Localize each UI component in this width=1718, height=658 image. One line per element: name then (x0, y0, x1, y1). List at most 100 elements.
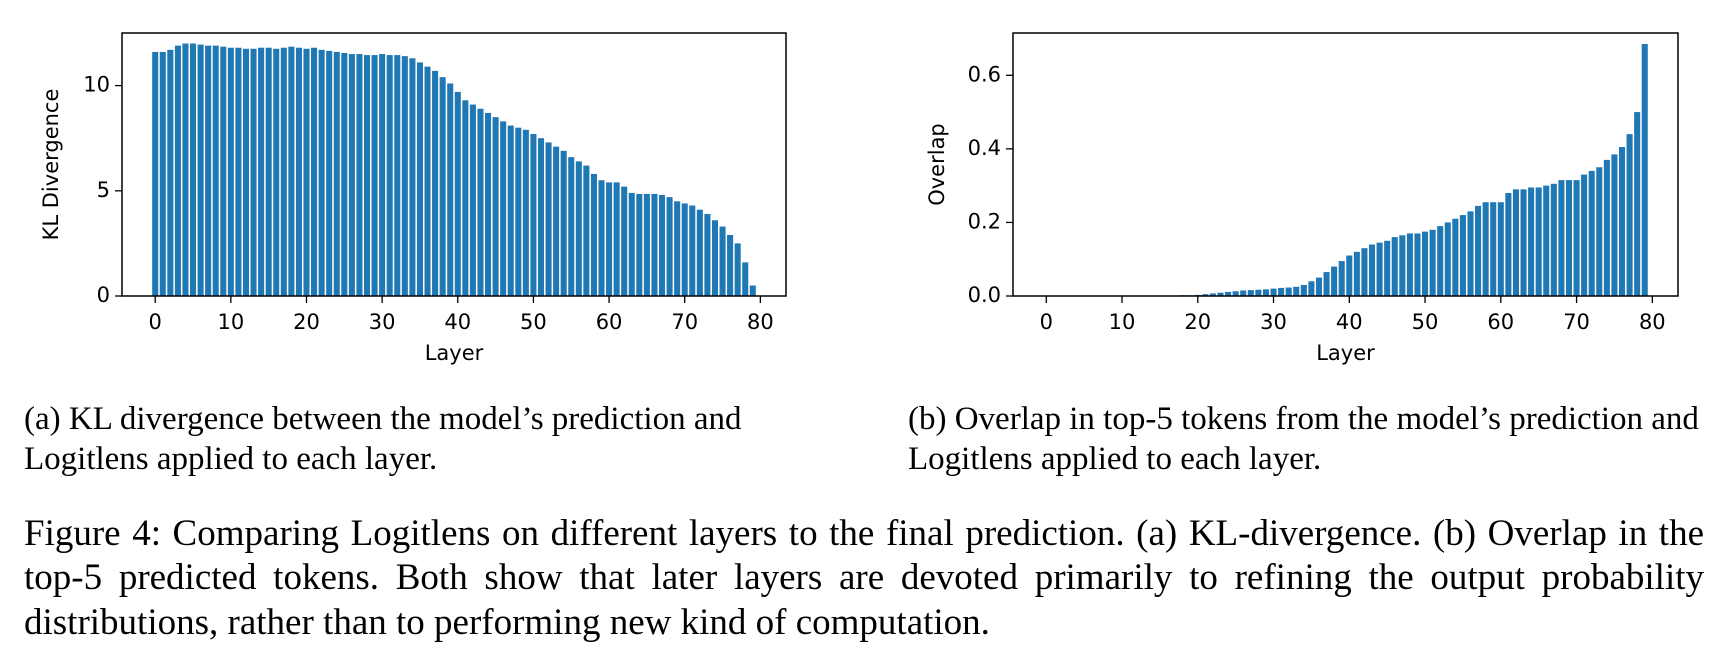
bar (1353, 251, 1360, 296)
bar (1217, 292, 1224, 296)
bar (242, 48, 250, 296)
bar (613, 182, 620, 296)
bar (1558, 180, 1565, 296)
bar (1247, 290, 1254, 296)
bar (1444, 222, 1451, 296)
bar (1581, 174, 1588, 296)
x-tick-label: 50 (520, 310, 547, 334)
bar (696, 209, 703, 296)
bar (167, 49, 174, 296)
bar (379, 54, 386, 296)
y-axis-label: KL Divergence (39, 89, 63, 241)
bar (1293, 286, 1300, 296)
bar (1634, 112, 1641, 296)
bar (371, 55, 378, 297)
bar (711, 220, 718, 296)
bar (485, 112, 492, 297)
bar (674, 201, 681, 296)
bar (507, 125, 514, 297)
bar (1543, 185, 1550, 296)
y-tick-label: 0.6 (968, 62, 1001, 86)
bar (159, 51, 166, 296)
bar (1565, 180, 1573, 296)
x-tick-label: 0 (1040, 310, 1053, 334)
bar (416, 62, 423, 297)
bar (341, 52, 348, 296)
x-tick-label: 60 (1487, 310, 1514, 334)
bar (258, 47, 265, 297)
bar (1475, 205, 1482, 296)
x-tick-label: 70 (671, 310, 698, 334)
x-tick-label: 30 (369, 310, 396, 334)
bar (1338, 261, 1345, 296)
bar (439, 77, 446, 297)
y-tick-label: 10 (83, 73, 110, 97)
bar (1308, 281, 1315, 296)
bar (1270, 288, 1277, 296)
bar (742, 262, 749, 296)
x-tick-label: 40 (1336, 310, 1363, 334)
bar (1255, 289, 1262, 296)
x-tick-label: 40 (444, 310, 471, 334)
bar (689, 205, 696, 296)
bar (1497, 202, 1504, 296)
bar (220, 46, 227, 297)
bar (386, 55, 393, 297)
bar (734, 243, 741, 296)
bar (318, 49, 325, 296)
bar (1315, 277, 1323, 296)
bar (1535, 187, 1542, 296)
bar (583, 165, 590, 296)
bar (537, 138, 545, 296)
bar (235, 47, 242, 297)
y-axis-label: Overlap (925, 123, 949, 206)
bar (1422, 231, 1429, 296)
bar (1399, 235, 1406, 296)
bar (1512, 189, 1519, 296)
bar (311, 47, 318, 297)
bar (515, 127, 522, 297)
bar (1361, 248, 1368, 296)
bar (621, 186, 628, 296)
y-tick-label: 0.2 (968, 209, 1001, 233)
bar (560, 150, 567, 296)
bar (1452, 218, 1459, 296)
bar (1459, 215, 1466, 296)
bar (288, 46, 295, 297)
bar (651, 193, 658, 296)
bar (295, 47, 302, 297)
bar (1225, 291, 1232, 296)
bar (530, 133, 537, 296)
bar (212, 45, 219, 297)
charts: 0 10 20 30 40 50 60 70 80 0 5 10 Layer KL Divergence 0… (39, 32, 1679, 365)
bar (356, 54, 363, 296)
bar (1406, 233, 1413, 296)
bar (1368, 244, 1376, 296)
bar (227, 47, 234, 297)
bar (636, 193, 643, 296)
bar (1490, 202, 1497, 296)
bar (1626, 134, 1633, 296)
bar (152, 51, 159, 296)
x-tick-label: 80 (1639, 310, 1666, 334)
y-tick-label: 0.4 (968, 136, 1001, 160)
bar (1209, 293, 1216, 296)
bar (363, 55, 371, 297)
bar (348, 54, 355, 296)
bar (719, 226, 726, 296)
bar (500, 121, 507, 296)
bar (568, 157, 575, 296)
bar (1429, 229, 1436, 296)
bar (1300, 284, 1307, 296)
bar (1467, 211, 1474, 296)
bar (704, 213, 711, 296)
bar (205, 45, 212, 297)
bar (1482, 202, 1489, 296)
bar (273, 48, 280, 296)
bar (643, 193, 650, 296)
bar (666, 197, 673, 296)
bar (1550, 183, 1557, 296)
x-tick-label: 60 (596, 310, 623, 334)
bar (1346, 255, 1353, 296)
bar (1278, 287, 1285, 296)
